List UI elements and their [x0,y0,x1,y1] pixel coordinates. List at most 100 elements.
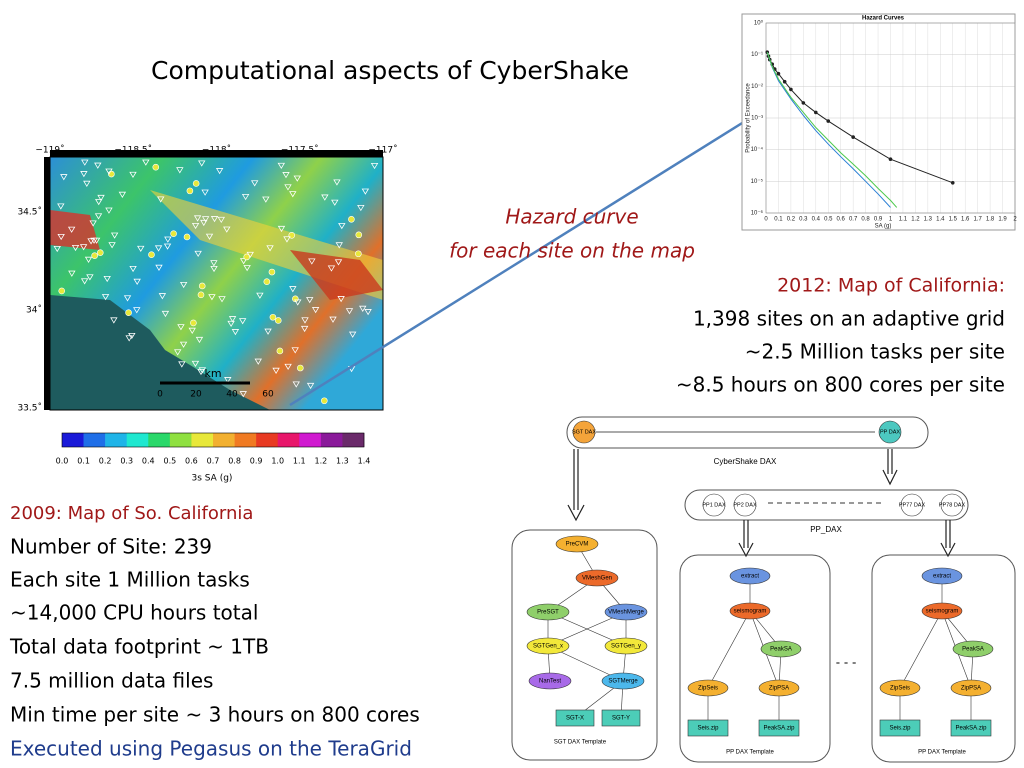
socal-line: Number of Site: 239 [10,535,212,559]
site-marker [321,397,328,405]
map [44,150,384,411]
socal-line: Total data footprint ~ 1TB [9,635,269,659]
x-tick-label: 0.6 [837,217,846,223]
ca-line: ~2.5 Million tasks per site [745,340,1005,364]
job-node [921,602,963,620]
colorbar-cell [234,433,257,447]
y-tick-label: 10⁻² [751,84,763,90]
site-marker [80,278,89,285]
node-label: PeakSA.zip [955,726,987,732]
job-node [528,672,572,690]
job-node [601,672,645,690]
site-marker [80,171,88,178]
site-marker [91,252,98,259]
template-label: SGT DAX Template [554,740,607,746]
site-marker [263,278,271,286]
site-marker [272,367,280,374]
job-node [758,679,800,697]
node-label: extract [741,574,759,580]
dax-node [940,493,964,517]
x-tick-label: 1.5 [949,217,958,223]
site-marker [95,199,103,206]
job-node [687,679,729,697]
dax-node [900,493,924,517]
dax-node [702,493,726,517]
site-marker [57,233,65,241]
site-marker [68,270,76,277]
site-marker [128,332,136,340]
ca-heading: 2012: Map of California: [777,275,1005,297]
site-marker [118,191,127,198]
site-marker [345,308,354,315]
site-marker [81,159,89,166]
site-marker [301,317,309,324]
site-marker [284,184,292,191]
pp-label: PP_DAX [810,525,842,534]
x-tick-label: 0.2 [787,217,796,223]
colorbar-label: 0.9 [250,457,263,466]
node-label: seismogram [926,609,959,615]
site-marker [183,233,191,241]
scale-unit: km [204,367,221,380]
curve-point [814,110,818,115]
site-marker [53,245,61,253]
curve-point [888,157,893,161]
node-label: PeakSA [770,647,792,653]
site-marker [198,160,206,167]
site-marker [163,243,172,250]
scale-label: 40 [226,390,238,400]
socal-footer: Executed using Pegasus on the TeraGrid [10,737,412,761]
template-label: PP DAX Template [918,750,966,756]
socal-heading: 2009: Map of So. California [10,503,253,524]
hazard-caption: Hazard curve [505,205,638,229]
site-markers [53,159,379,405]
file-node [601,709,641,727]
site-marker [84,256,93,263]
x-tick-label: 1.6 [961,217,970,223]
plot-border [765,22,1016,214]
site-marker [176,167,184,174]
curve-point [789,87,793,92]
colorbar-label: 1.2 [314,457,327,466]
lon-label: −117˚ [368,145,397,156]
site-marker [283,236,291,243]
site-marker [87,238,95,245]
site-marker [89,220,97,227]
job-node [575,569,619,587]
site-marker [308,258,316,265]
x-tick-label: 0.8 [861,217,870,223]
lon-label: −118.5˚ [114,145,152,156]
curve-point [950,180,955,185]
map-frame [50,150,383,157]
site-marker [321,194,329,201]
colorbar-label: 0.8 [228,457,241,466]
socal-line: Min time per site ~ 3 hours on 800 cores [10,703,420,727]
site-marker [364,309,372,316]
site-marker [191,222,200,230]
socal-line: ~14,000 CPU hours total [10,601,258,625]
site-marker [96,249,104,256]
site-marker [164,236,172,243]
site-marker [370,163,379,170]
job-node [950,679,992,697]
node-label: ZipSeis [890,686,910,692]
x-tick-label: 1.9 [998,217,1007,223]
colorbar-cell [62,433,84,447]
node-label: ZipPSA [769,686,789,692]
site-marker [101,294,110,301]
site-marker [191,360,200,368]
site-marker [161,310,170,318]
site-marker [194,250,202,258]
site-marker [129,265,137,273]
site-marker [86,274,94,281]
curve-point [801,101,806,105]
lon-label: −117.5˚ [281,145,319,156]
site-marker [306,382,315,390]
node-label: seismogram [734,609,767,615]
node-label: SGT DAX [572,429,596,435]
x-tick-label: 0.1 [774,217,783,223]
site-marker [292,295,299,303]
site-marker [205,233,214,240]
site-marker [155,264,163,271]
